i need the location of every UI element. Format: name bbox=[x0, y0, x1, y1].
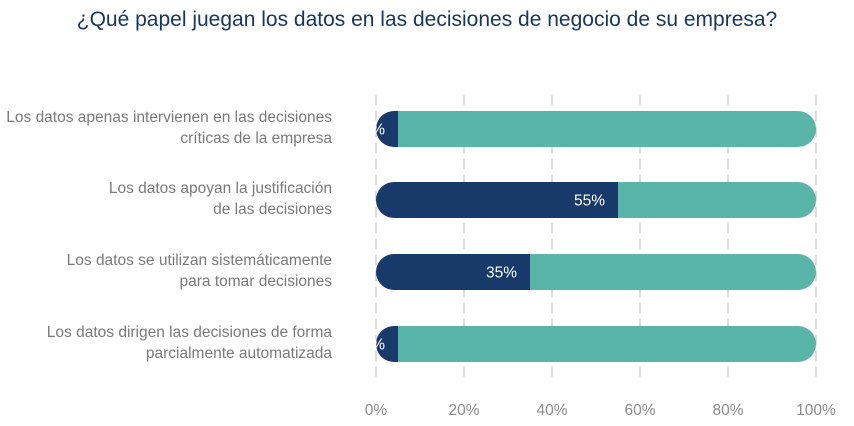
category-label: Los datos apenas intervienen en las deci… bbox=[2, 107, 332, 149]
category-label: Los datos apoyan la justificación de las … bbox=[2, 178, 332, 220]
bar-segment-value bbox=[376, 326, 398, 362]
bar-segment-value bbox=[376, 111, 398, 147]
data-label: 5% bbox=[363, 122, 386, 139]
data-label: 5% bbox=[363, 337, 386, 354]
category-label: Los datos se utilizan sistemáticamente pa… bbox=[2, 250, 332, 292]
x-tick-label: 80% bbox=[712, 402, 743, 419]
bar-segment-rest bbox=[398, 326, 816, 362]
x-tick-label: 40% bbox=[536, 402, 567, 419]
x-tick-label: 60% bbox=[624, 402, 655, 419]
category-label-line: Los datos dirigen las decisiones de form… bbox=[46, 324, 332, 341]
bar-segment-value bbox=[376, 254, 530, 290]
bar-segment-rest bbox=[398, 111, 816, 147]
x-tick-label: 0% bbox=[365, 402, 388, 419]
data-label: 55% bbox=[574, 193, 605, 210]
category-label-line: parcialmente automatizada bbox=[145, 345, 332, 362]
category-label-line: de las decisiones bbox=[213, 201, 332, 218]
category-label-line: críticas de la empresa bbox=[180, 130, 332, 147]
chart-title: ¿Qué papel juegan los datos en las decis… bbox=[76, 8, 778, 31]
category-label-line: Los datos se utilizan sistemáticamente bbox=[66, 252, 332, 269]
x-tick-label: 100% bbox=[796, 402, 836, 419]
category-label-line: para tomar decisiones bbox=[179, 273, 333, 290]
data-label: 35% bbox=[486, 265, 517, 282]
category-label-line: Los datos apenas intervienen en las deci… bbox=[6, 109, 332, 126]
bar-segment-rest bbox=[618, 182, 816, 218]
category-label: Los datos dirigen las decisiones de form… bbox=[2, 322, 332, 364]
x-tick-label: 20% bbox=[448, 402, 479, 419]
bar-segment-rest bbox=[530, 254, 816, 290]
bar-segment-value bbox=[376, 182, 618, 218]
category-label-line: Los datos apoyan la justificación bbox=[108, 180, 332, 197]
